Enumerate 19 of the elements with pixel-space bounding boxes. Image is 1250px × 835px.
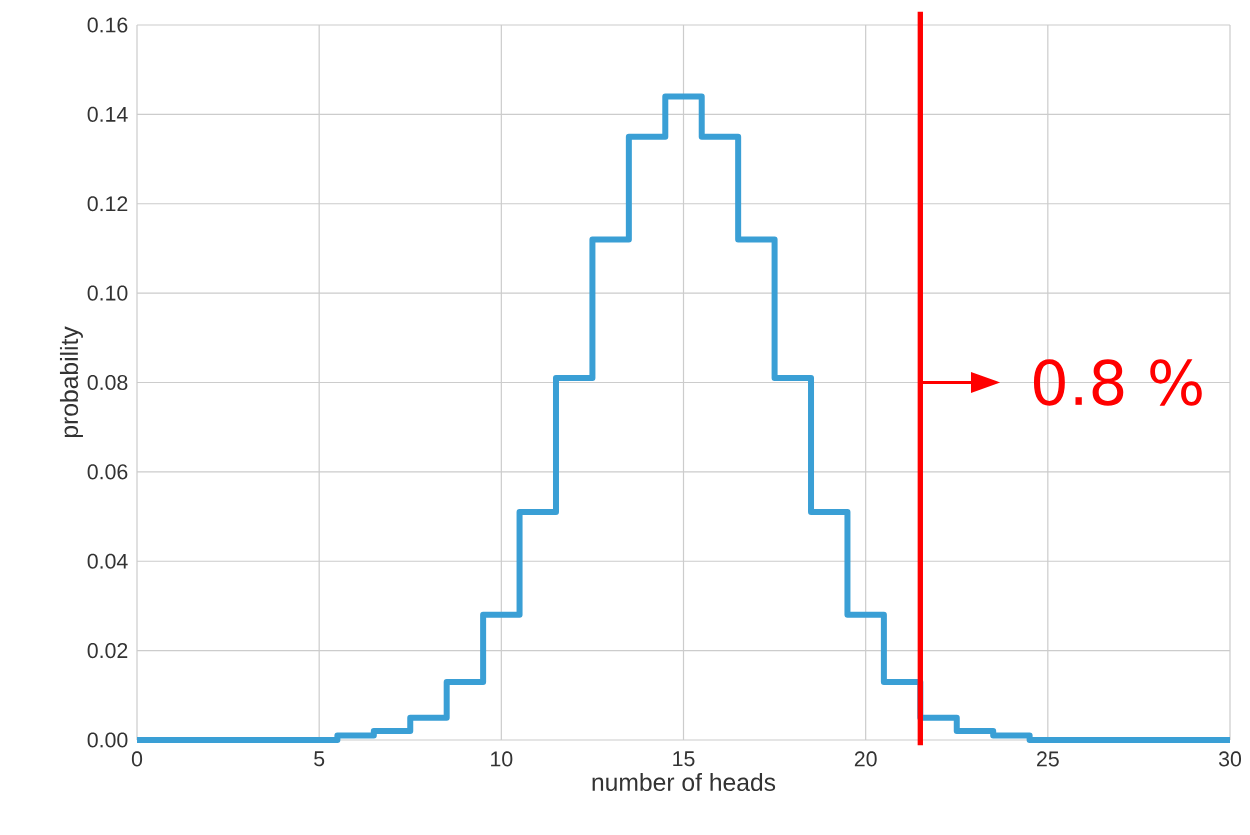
y-tick-label: 0.12 — [87, 196, 128, 212]
y-tick-label: 0.16 — [87, 17, 128, 33]
x-tick-label: 25 — [1037, 751, 1059, 767]
x-axis-title: number of heads — [592, 772, 776, 792]
y-tick-label: 0.10 — [87, 285, 128, 301]
y-tick-label: 0.04 — [87, 553, 128, 569]
y-tick-label: 0.00 — [87, 732, 128, 748]
y-tick-label: 0.08 — [87, 374, 128, 391]
x-tick-label: 10 — [491, 751, 513, 767]
annotation: 0.8 % — [1033, 359, 1202, 406]
y-tick-label: 0.06 — [87, 464, 128, 480]
y-tick-label: 0.02 — [87, 643, 128, 659]
x-tick-label: 0 — [131, 751, 143, 767]
x-tick-label: 30 — [1218, 751, 1242, 767]
y-axis-title: probability — [59, 326, 83, 438]
x-tick-label: 20 — [854, 751, 877, 767]
x-tick-label: 15 — [673, 751, 695, 767]
x-tick-label: 5 — [314, 751, 325, 767]
y-tick-label: 0.14 — [87, 106, 128, 122]
